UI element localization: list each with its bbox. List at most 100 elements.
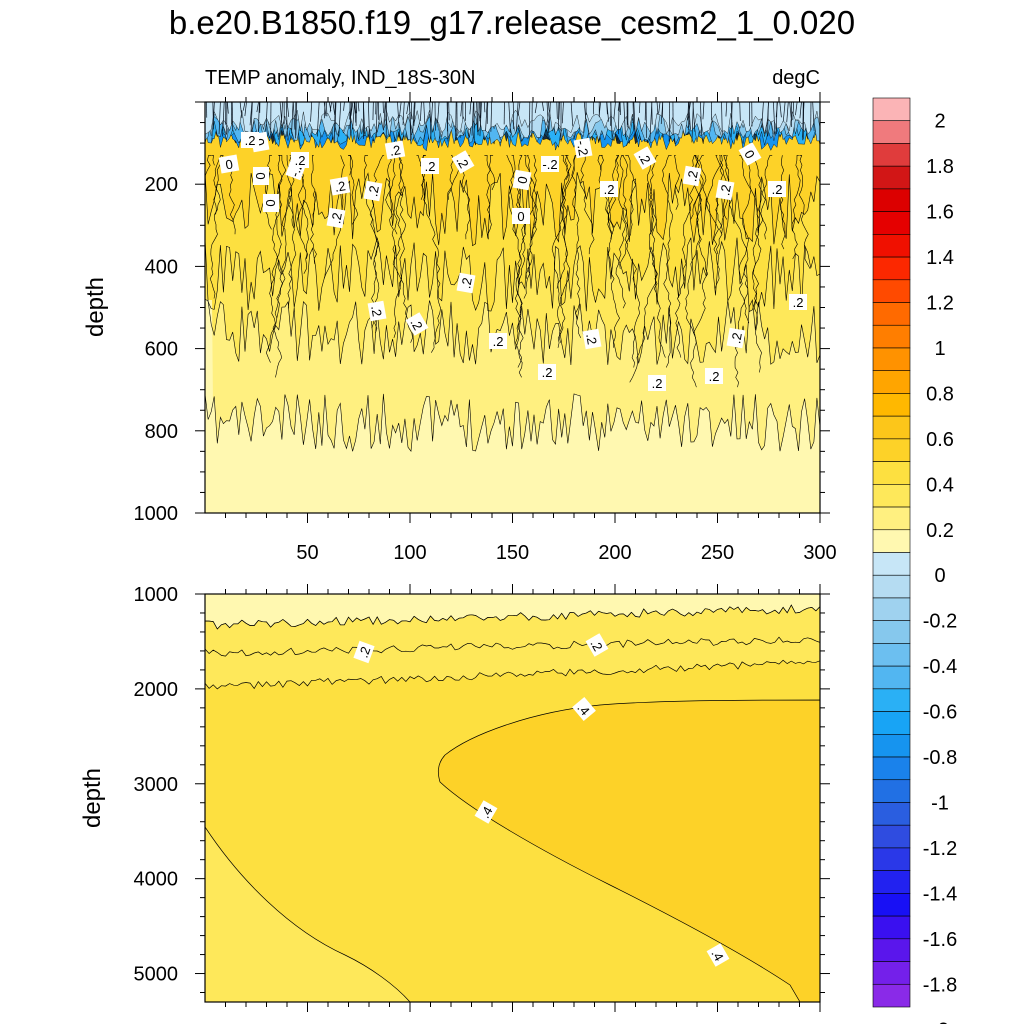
colorbar-box [872,756,911,781]
colorbar-label: -1.4 [923,883,957,905]
svg-text:.2: .2 [425,159,436,174]
colorbar-label: 0 [934,565,945,587]
chart-title: b.e20.B1850.f19_g17.release_cesm2_1_0.02… [169,4,855,41]
upper-subtitle-left: TEMP anomaly, IND_18S-30N [205,67,475,89]
upper-contour-label: 0 [512,169,532,191]
colorbar-box [872,597,911,621]
svg-text:.2: .2 [295,153,306,168]
svg-text:.2: .2 [793,295,804,310]
svg-text:0: 0 [263,199,278,206]
colorbar-box [872,779,911,803]
colorbar-label: 1.4 [926,247,954,269]
colorbar-box [872,347,911,372]
svg-text:.2: .2 [493,334,504,349]
colorbar-box [872,938,911,962]
upper-panel: TEMP anomaly, IND_18S-30N degC 50 100 150 2… [82,67,837,564]
upper-contour-label: 0 [512,208,530,224]
colorbar-box [872,870,911,894]
upper-contour-label: .2 [326,207,346,229]
upper-x-tick-labels: 50 100 150 200 250 300 [296,542,836,564]
svg-text:0: 0 [253,172,268,179]
upper-y-tick-label: 800 [145,421,178,443]
colorbar-box [872,847,911,871]
colorbar-label: 2 [934,111,945,133]
colorbar: 2 1.8 1.6 1.4 1.2 1 0.8 0.6 0.4 0.2 0 -0.2 -0.4 -0.6 -… [872,97,957,1024]
colorbar-label: -1.2 [923,838,957,860]
colorbar-label: 0.8 [926,383,954,405]
upper-y-axis-label: depth [82,277,109,337]
colorbar-label: -1 [931,793,949,815]
upper-y-tick-label: 200 [145,174,178,196]
colorbar-box [872,688,911,712]
colorbar-box [872,620,911,644]
upper-contour-label: .2 [768,181,786,197]
colorbar-box [872,234,911,258]
colorbar-label: 0.4 [926,474,954,496]
upper-contour-label: 0 [253,167,269,185]
colorbar-label: -1.8 [923,974,957,996]
upper-contour-labels: 00-.200-.2.2.2.20.20-.2.20.2.2.20.2.2.2.… [218,131,807,391]
lower-contour-label: .4 [706,943,730,967]
colorbar-box [872,506,911,531]
upper-axis-ticks [195,92,830,523]
colorbar-box [872,393,911,417]
upper-contour-label: .2 [367,300,387,322]
upper-contour-label: .2 [291,152,309,168]
upper-contour-label: .2 [633,146,657,170]
upper-contour-label: -.2 [573,137,593,159]
upper-contour-label: 0 [263,194,279,212]
svg-text:.2: .2 [245,133,256,148]
colorbar-label: -0.8 [923,747,957,769]
upper-y-tick-labels: 200 400 600 800 1000 [134,174,179,525]
colorbar-box [872,915,911,940]
svg-text:.2: .2 [458,276,475,289]
colorbar-label: 0.6 [926,429,954,451]
svg-text:.2: .2 [365,184,382,197]
upper-contour-label: .2 [489,333,507,349]
colorbar-box [872,438,911,462]
colorbar-box [872,324,911,349]
upper-contour-label: .2 [600,181,618,197]
upper-contour-label: .2 [384,140,406,160]
colorbar-box [872,802,911,826]
upper-contour-label: .2 [715,179,735,201]
lower-axis-ticks [195,584,830,1012]
lower-y-tick-label: 2000 [134,679,179,701]
colorbar-box [872,279,911,303]
colorbar-box [872,211,911,235]
colorbar-box [872,143,911,167]
upper-y-tick-label: 600 [145,339,178,361]
upper-contour-label: .2 [682,165,702,187]
upper-contour-label: .2 [538,364,556,380]
upper-subtitle-right: degC [772,67,820,89]
upper-contour-label: .2 [582,328,602,350]
svg-text:.2: .2 [728,331,745,344]
lower-contour-label: .2 [353,640,375,664]
upper-x-tick-label: 250 [701,542,734,564]
upper-contour-label: .2 [789,294,807,310]
colorbar-box [872,665,911,690]
colorbar-box [872,643,911,667]
colorbar-label: 1.8 [926,156,954,178]
svg-text:.2: .2 [333,178,346,195]
lower-contour-label: .2 [585,633,609,657]
lower-contour-field [205,594,820,1002]
svg-text:.2: .2 [542,365,553,380]
svg-text:0: 0 [517,209,524,224]
colorbar-box [872,484,911,508]
colorbar-label: -0.2 [923,611,957,633]
lower-y-tick-label: 3000 [134,774,179,796]
lower-y-tick-label: 1000 [134,584,179,606]
upper-y-tick-label: 1000 [134,503,179,525]
svg-text:0: 0 [251,137,267,147]
colorbar-label: -0.6 [923,702,957,724]
upper-contour-label: .2 [363,180,383,202]
upper-contour-label: .2 [726,327,746,349]
lower-contour-label: .4 [474,800,498,824]
colorbar-box [872,733,911,758]
colorbar-label: -0.4 [923,656,957,678]
upper-contour-label: -.2 [541,156,559,172]
svg-text:.2: .2 [604,182,615,197]
lower-y-tick-labels: 1000 2000 3000 4000 5000 [134,584,179,986]
